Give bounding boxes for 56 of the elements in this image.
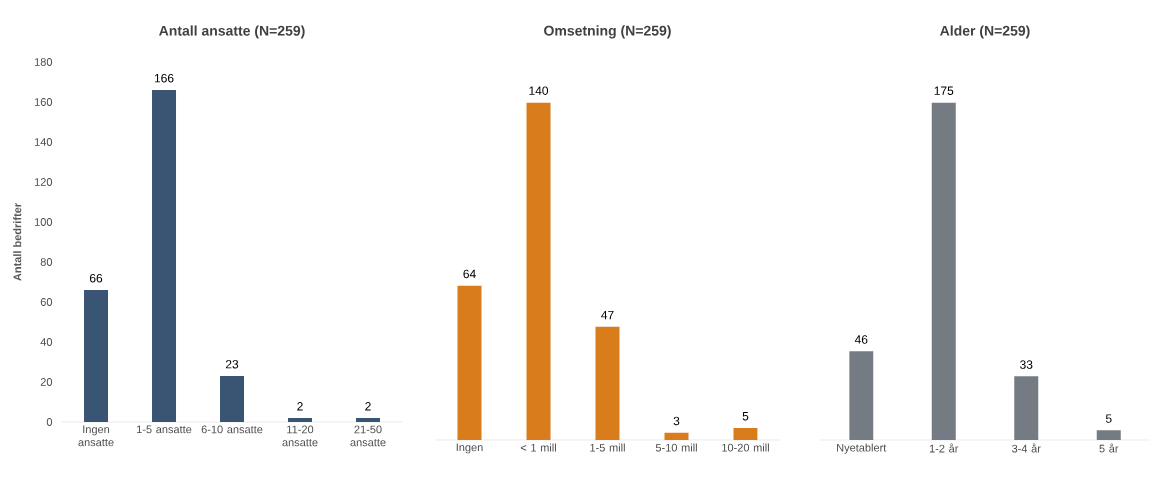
y-tick-label: 60 bbox=[40, 298, 53, 306]
x-tick-label: 3-4 år bbox=[1012, 443, 1041, 453]
bar bbox=[152, 89, 177, 422]
chart-title: Omsetning (N=259) bbox=[544, 25, 671, 39]
x-tick-label: 10-20 mill bbox=[722, 443, 769, 452]
bar bbox=[288, 417, 313, 422]
bar bbox=[220, 375, 245, 422]
data-label: 23 bbox=[225, 359, 239, 369]
x-tick-label: 5 år bbox=[1099, 443, 1119, 453]
y-tick-label: 0 bbox=[46, 418, 53, 426]
x-tick-label: 6-10 ansatte bbox=[201, 425, 263, 434]
data-label: 5 bbox=[742, 412, 749, 421]
y-tick-label: 40 bbox=[40, 338, 53, 346]
data-label: 33 bbox=[1020, 360, 1033, 369]
data-label: 47 bbox=[601, 310, 614, 320]
bar bbox=[526, 102, 551, 440]
bar bbox=[1096, 430, 1121, 440]
data-label: 5 bbox=[1105, 414, 1112, 423]
x-tick-label: < 1 mill bbox=[520, 443, 556, 452]
x-tick-label: 21-50 ansatte bbox=[350, 425, 386, 447]
x-tick-label: Ingen ansatte bbox=[78, 425, 114, 447]
bar bbox=[457, 285, 482, 440]
bar bbox=[733, 427, 758, 440]
x-tick-label: 1-2 år bbox=[929, 443, 959, 453]
x-tick-label: 11-20 ansatte bbox=[282, 425, 318, 447]
bar bbox=[849, 351, 874, 440]
data-label: 175 bbox=[934, 86, 954, 95]
y-tick-label: 160 bbox=[34, 98, 53, 106]
y-tick-label: 100 bbox=[34, 218, 53, 226]
bar bbox=[664, 432, 689, 440]
x-tick-label: 5-10 mill bbox=[655, 443, 697, 452]
y-tick-label: 120 bbox=[34, 178, 53, 186]
x-tick-label: Nyetablert bbox=[837, 443, 887, 454]
data-label: 3 bbox=[673, 416, 680, 426]
y-tick-label: 20 bbox=[40, 378, 53, 386]
chart-title: Alder (N=259) bbox=[940, 25, 1030, 39]
x-tick-label: 1-5 mill bbox=[590, 443, 625, 452]
bar bbox=[931, 102, 956, 440]
data-label: 2 bbox=[297, 402, 303, 411]
y-tick-label: 80 bbox=[40, 258, 53, 266]
bar bbox=[595, 326, 620, 440]
bar bbox=[1014, 376, 1039, 440]
data-label: 166 bbox=[154, 73, 174, 83]
data-label: 64 bbox=[463, 269, 476, 279]
bar bbox=[84, 289, 109, 422]
data-label: 46 bbox=[854, 335, 868, 344]
data-label: 66 bbox=[89, 273, 103, 283]
y-tick-label: 180 bbox=[34, 58, 53, 66]
x-tick-label: 1-5 ansatte bbox=[137, 425, 192, 434]
x-tick-label: Ingen bbox=[456, 443, 483, 454]
chart-title: Antall ansatte (N=259) bbox=[159, 25, 305, 39]
y-axis-title: Antall bedrifter bbox=[13, 203, 22, 281]
bar bbox=[356, 417, 381, 422]
y-tick-label: 140 bbox=[34, 138, 53, 146]
data-label: 2 bbox=[365, 402, 371, 411]
data-label: 140 bbox=[529, 86, 549, 95]
